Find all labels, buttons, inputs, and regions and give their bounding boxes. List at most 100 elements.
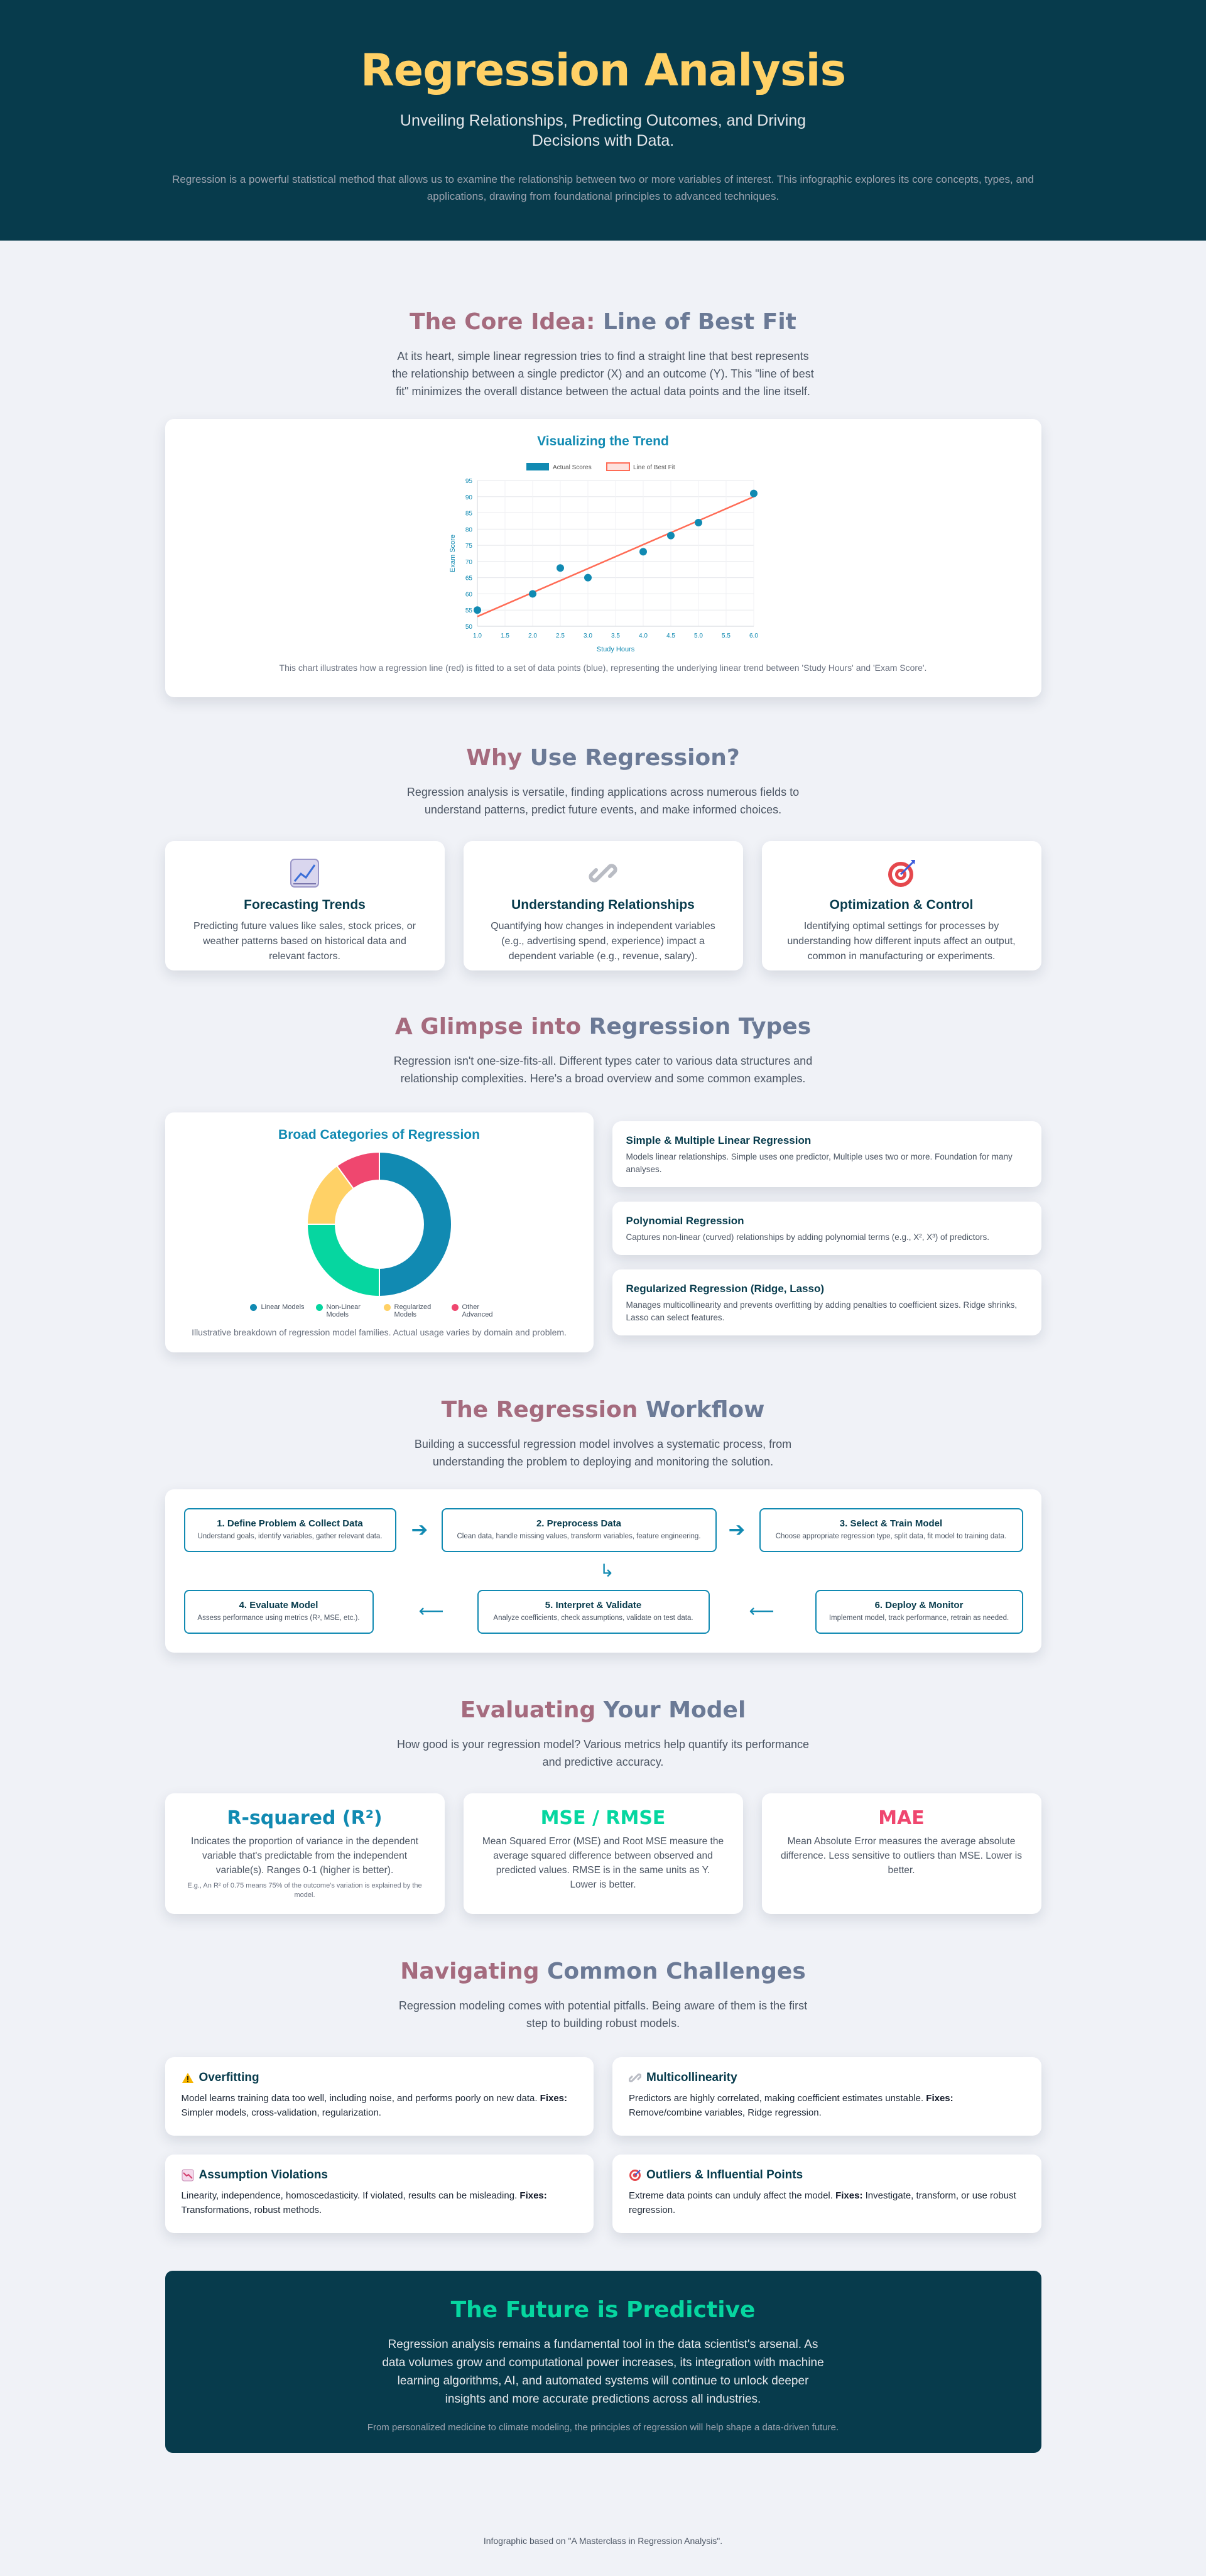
evaluate-title-accent: Evaluating — [460, 1697, 596, 1723]
arrow-right-icon: ➔ — [411, 1518, 428, 1541]
x-tick-label: 4.0 — [639, 633, 648, 639]
y-axis-label: Exam Score — [449, 535, 457, 572]
why-card-forecasting: Forecasting Trends Predicting future val… — [165, 841, 445, 970]
legend-item: Regularized Models — [383, 1303, 440, 1318]
types-grid: Broad Categories of Regression Linear Mo… — [165, 1112, 1041, 1352]
challenge-card-assumptions: Assumption Violations Linearity, indepen… — [165, 2155, 594, 2233]
workflow-step-6: 6. Deploy & Monitor Implement model, tra… — [815, 1590, 1023, 1634]
challenge-fixes: Remove/combine variables, Ridge regressi… — [629, 2107, 822, 2118]
y-tick-label: 50 — [465, 624, 473, 631]
y-tick-label: 90 — [465, 494, 473, 501]
hero-banner: Regression Analysis Unveiling Relationsh… — [0, 0, 1206, 241]
donut-slice — [378, 1151, 452, 1298]
x-axis-label: Study Hours — [597, 646, 635, 653]
future-title: The Future is Predictive — [450, 2297, 756, 2323]
challenge-title-text: Assumption Violations — [198, 2168, 329, 2182]
legend-label-fit: Line of Best Fit — [633, 464, 675, 471]
workflow-step-text: Understand goals, identify variables, ga… — [197, 1533, 383, 1540]
challenges-title-accent: Navigating — [400, 1959, 540, 1984]
type-card-title: Polynomial Regression — [626, 1215, 744, 1227]
challenge-text: Model learns training data too well, inc… — [182, 2091, 578, 2120]
why-card-text: Predicting future values like sales, sto… — [193, 921, 416, 962]
type-card-text: Captures non-linear (curved) relationshi… — [626, 1232, 990, 1242]
workflow-title-accent: The Regression — [441, 1397, 638, 1423]
y-tick-label: 80 — [465, 526, 473, 533]
challenge-desc: Extreme data points can unduly affect th… — [629, 2190, 833, 2201]
core-title-rest: Line of Best Fit — [595, 309, 796, 335]
workflow-step-title: 6. Deploy & Monitor — [874, 1600, 964, 1611]
x-tick-label: 3.5 — [611, 633, 620, 639]
challenge-fixes: Transformations, robust methods. — [181, 2205, 322, 2215]
challenge-title: Assumption Violations — [182, 2168, 578, 2182]
metric-note: E.g., An R² of 0.75 means 75% of the out… — [187, 1882, 422, 1899]
workflow-title-rest: Workflow — [638, 1397, 765, 1423]
legend-swatch — [315, 1304, 323, 1311]
footer-credit: Infographic based on "A Masterclass in R… — [483, 2536, 723, 2546]
chart-trend-icon — [184, 855, 426, 891]
arrow-left-icon: ⟵ — [418, 1601, 444, 1621]
workflow-step-text: Analyze coefficients, check assumptions,… — [493, 1614, 693, 1622]
y-tick-label: 65 — [465, 575, 473, 582]
workflow-step-text: Implement model, track performance, retr… — [828, 1614, 1009, 1622]
workflow-step-title: 5. Interpret & Validate — [545, 1600, 642, 1611]
challenge-card-overfitting: Overfitting Model learns training data t… — [165, 2057, 594, 2136]
challenges-title-rest: Common Challenges — [539, 1959, 806, 1984]
x-tick-label: 6.0 — [749, 633, 758, 639]
type-card-text: Models linear relationships. Simple uses… — [626, 1152, 1013, 1174]
future-section: The Future is Predictive Regression anal… — [165, 2271, 1041, 2453]
why-card-title: Forecasting Trends — [244, 898, 366, 912]
x-tick-label: 3.0 — [584, 633, 592, 639]
x-tick-label: 4.5 — [666, 633, 675, 639]
legend-item: Non-Linear Models — [315, 1303, 372, 1318]
page-intro: Regression is a powerful statistical met… — [172, 173, 1034, 202]
core-description: At its heart, simple linear regression t… — [392, 350, 814, 398]
target-icon — [781, 855, 1023, 891]
workflow-step-3: 3. Select & Train Model Choose appropria… — [759, 1508, 1023, 1552]
legend-label: Other Advanced — [462, 1303, 493, 1318]
workflow-diagram: 1. Define Problem & Collect Data Underst… — [165, 1489, 1041, 1653]
evaluate-section: Evaluating Your Model How good is your r… — [165, 1653, 1041, 1914]
type-card-linear: Simple & Multiple Linear Regression Mode… — [612, 1121, 1041, 1187]
challenge-title: Outliers & Influential Points — [629, 2168, 1025, 2182]
workflow-step-title: 4. Evaluate Model — [239, 1600, 318, 1611]
challenges-title: Navigating Common Challenges — [165, 1958, 1041, 1986]
data-point — [529, 590, 536, 598]
why-card-title: Understanding Relationships — [511, 898, 695, 912]
metric-text: Mean Squared Error (MSE) and Root MSE me… — [482, 1836, 724, 1890]
chart-icon — [182, 2169, 193, 2182]
challenge-title-text: Outliers & Influential Points — [646, 2168, 803, 2182]
challenge-cards: Overfitting Model learns training data t… — [165, 2057, 1041, 2233]
challenge-text: Extreme data points can unduly affect th… — [629, 2188, 1025, 2217]
legend-label: Linear Models — [261, 1303, 305, 1311]
type-card-text: Manages multicollinearity and prevents o… — [626, 1300, 1018, 1322]
metric-card-mae: MAE Mean Absolute Error measures the ave… — [761, 1793, 1041, 1914]
legend-swatch — [451, 1304, 459, 1311]
future-text: Regression analysis remains a fundamenta… — [382, 2338, 824, 2406]
regression-line — [477, 496, 754, 617]
y-tick-label: 95 — [465, 478, 473, 485]
legend-item: Other Advanced — [451, 1303, 508, 1318]
why-title-rest: Use Regression? — [522, 745, 740, 771]
core-title-accent: The Core Idea: — [410, 309, 595, 335]
challenge-fixes: Investigate, transform, or use robust re… — [629, 2190, 1016, 2215]
type-card-regularized: Regularized Regression (Ridge, Lasso) Ma… — [612, 1269, 1041, 1335]
data-point — [695, 519, 702, 527]
donut-slice — [306, 1224, 380, 1298]
scatter-chart-card: Visualizing the Trend Actual Scores Line … — [165, 419, 1041, 697]
scatter-chart-title: Visualizing the Trend — [537, 434, 669, 448]
metric-title: MSE / RMSE — [540, 1807, 666, 1829]
future-banner: The Future is Predictive Regression anal… — [165, 2271, 1041, 2453]
challenge-title: Multicollinearity — [629, 2071, 1025, 2085]
challenge-text: Linearity, independence, homoscedasticit… — [182, 2188, 578, 2217]
x-tick-label: 1.0 — [473, 633, 482, 639]
workflow-step-5: 5. Interpret & Validate Analyze coeffici… — [477, 1590, 710, 1634]
data-point — [557, 564, 564, 572]
metric-title: MAE — [878, 1807, 925, 1829]
workflow-description: Building a successful regression model i… — [414, 1438, 792, 1468]
types-title: A Glimpse into Regression Types — [165, 1013, 1041, 1041]
metric-card-mse: MSE / RMSE Mean Squared Error (MSE) and … — [463, 1793, 743, 1914]
why-title-accent: Why — [466, 745, 523, 771]
type-card-polynomial: Polynomial Regression Captures non-linea… — [612, 1202, 1041, 1255]
workflow-step-title: 3. Select & Train Model — [839, 1518, 943, 1529]
warning-icon — [182, 2073, 193, 2083]
